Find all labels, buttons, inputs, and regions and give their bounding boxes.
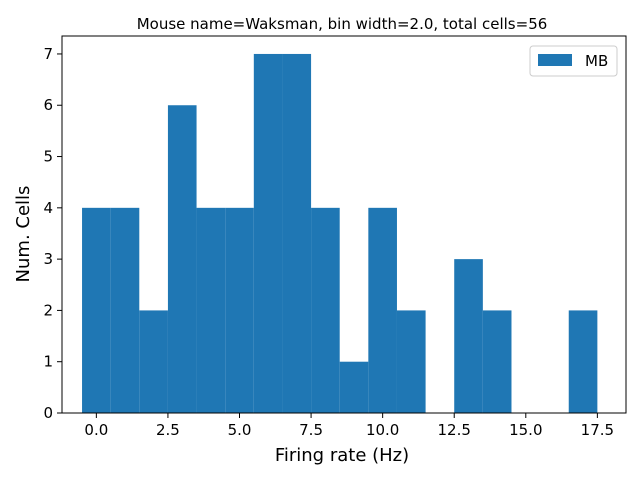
histogram-bar <box>82 207 111 413</box>
histogram-bar <box>311 207 340 413</box>
x-axis-ticks: 0.0 2.5 5.0 7.5 10.0 12.5 15.0 17.5 <box>84 413 614 439</box>
histogram-bar <box>139 310 168 413</box>
x-tick-label: 15.0 <box>509 421 542 439</box>
y-tick-label: 1 <box>43 353 53 371</box>
y-tick-label: 4 <box>43 199 53 217</box>
x-tick-label: 5.0 <box>228 421 252 439</box>
bars-group <box>82 53 598 413</box>
y-tick-label: 2 <box>43 301 53 319</box>
y-tick-label: 0 <box>43 404 53 422</box>
histogram-bar <box>225 207 254 413</box>
y-axis-label: Num. Cells <box>13 186 34 283</box>
y-tick-label: 3 <box>43 250 53 268</box>
y-tick-label: 5 <box>43 148 53 166</box>
legend-box <box>529 45 618 77</box>
legend-label-mb: MB <box>585 52 608 70</box>
histogram-bar <box>167 105 197 413</box>
x-tick-label: 17.5 <box>581 421 614 439</box>
x-tick-label: 2.5 <box>156 421 180 439</box>
histogram-bar <box>196 207 226 413</box>
axes-frame <box>61 35 627 414</box>
x-tick-label: 7.5 <box>299 421 323 439</box>
x-tick-label: 10.0 <box>366 421 399 439</box>
histogram-bar <box>339 361 369 413</box>
plot-spines <box>61 35 627 414</box>
legend: MB <box>529 45 618 77</box>
histogram-bar <box>282 53 312 413</box>
histogram-bar <box>110 207 140 413</box>
y-tick-label: 6 <box>43 96 53 114</box>
histogram-bar <box>396 310 426 413</box>
x-tick-label: 12.5 <box>438 421 471 439</box>
histogram-bar <box>454 259 483 413</box>
histogram-bar <box>568 310 598 413</box>
x-tick-label: 0.0 <box>84 421 108 439</box>
y-axis-ticks: 0 1 2 3 4 5 6 7 <box>43 45 62 422</box>
x-axis-label: Firing rate (Hz) <box>275 445 409 466</box>
y-tick-label: 7 <box>43 45 53 63</box>
histogram-bar <box>253 53 283 413</box>
histogram-bar <box>368 207 397 413</box>
legend-swatch-mb <box>538 54 572 66</box>
chart-title: Mouse name=Waksman, bin width=2.0, total… <box>137 15 548 33</box>
histogram-bar <box>482 310 512 413</box>
